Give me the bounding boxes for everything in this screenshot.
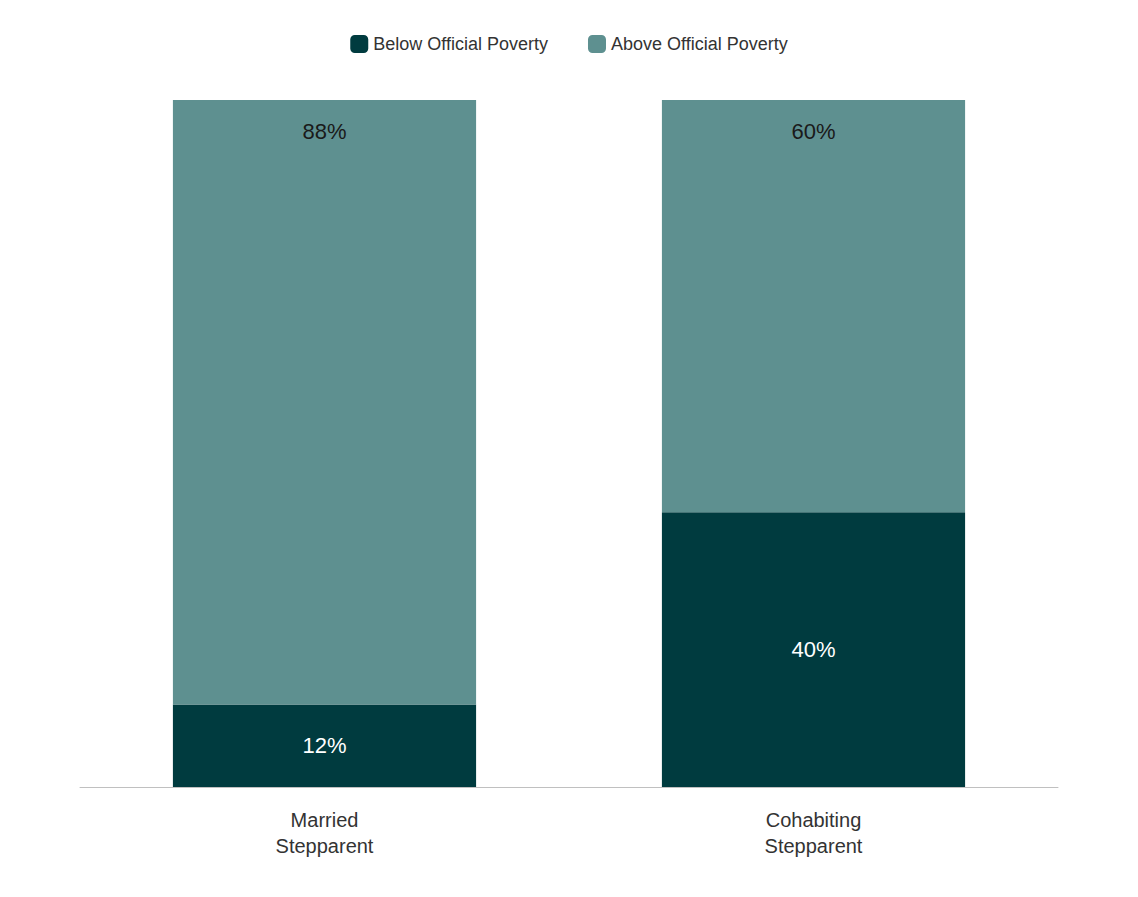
svg-text:Married: Married [291, 809, 359, 831]
svg-text:Above Official Poverty: Above Official Poverty [611, 34, 788, 54]
svg-text:60%: 60% [791, 119, 835, 144]
svg-text:40%: 40% [791, 637, 835, 662]
svg-text:88%: 88% [302, 119, 346, 144]
svg-text:Cohabiting: Cohabiting [766, 809, 862, 831]
svg-text:Stepparent: Stepparent [765, 835, 863, 857]
svg-text:12%: 12% [302, 733, 346, 758]
svg-text:Stepparent: Stepparent [276, 835, 374, 857]
svg-text:Below Official Poverty: Below Official Poverty [373, 34, 548, 54]
